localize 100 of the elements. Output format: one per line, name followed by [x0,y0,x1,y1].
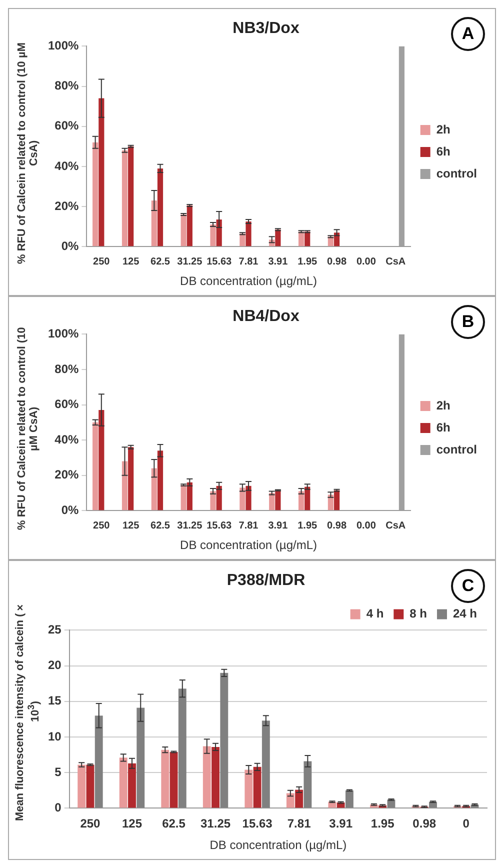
legend-label: 2h [436,122,450,136]
bar [275,490,281,510]
y-tick-label: 60% [54,118,80,133]
y-tick-label: 80% [54,78,80,93]
bar [304,486,310,510]
x-tick-label: 31.25 [177,520,203,532]
bar [136,708,145,808]
bar [387,800,396,808]
y-tick-label: 10 [48,729,62,744]
bar [304,761,312,808]
text: B [451,305,485,339]
x-tick-label: 3.91 [268,256,288,268]
x-tick-label: 3.91 [329,816,353,831]
bar [122,461,128,510]
bar [180,485,186,510]
x-tick-label: 62.5 [162,816,186,831]
x-tick-label: 7.81 [287,816,312,831]
x-tick-label: 0.00 [356,256,376,268]
y-tick-label: 20% [54,198,80,213]
bar [210,224,216,246]
bar [298,491,304,510]
x-axis-title: DB concentration (µg/mL) [210,838,347,852]
x-tick-label: 1.95 [298,520,318,532]
bar [295,790,304,808]
bar [78,764,86,808]
bar [244,770,253,808]
chart-title: NB4/Dox [232,308,300,326]
x-tick-label: 31.25 [200,816,231,831]
bar [128,447,134,510]
x-tick-label: 15.63 [206,256,232,268]
bar [92,142,98,246]
x-tick-label: 0.00 [356,520,376,532]
bar [128,146,134,246]
chart-title: P388/MDR [226,572,306,590]
bar [178,688,186,808]
x-tick-label: 15.63 [242,816,273,831]
bar [170,752,178,808]
bar [157,168,164,246]
bar [157,450,164,510]
y-tick-label: 40% [54,158,80,173]
y-tick-label: 20% [54,468,80,482]
bar [262,720,270,808]
y-tick-label: 0% [61,238,80,253]
bar [151,200,157,246]
y-tick-label: 80% [54,362,80,376]
x-tick-label: 62.5 [150,520,170,532]
x-tick-label: 0 [462,816,470,831]
legend-label: control [436,166,478,180]
bar [210,491,216,510]
x-tick-label: 62.5 [150,256,170,268]
y-tick-label: 20 [48,658,62,672]
y-tick-label: 25 [48,622,62,637]
x-tick-label: 125 [122,520,140,532]
bar [186,206,192,246]
x-axis-title: DB concentration (µg/mL) [180,538,317,552]
bar [334,490,340,510]
bar [304,232,310,246]
legend-label: 6h [436,420,450,434]
bar [186,482,192,510]
bar [298,232,304,246]
x-tick-label: 15.63 [206,520,232,532]
bar [216,486,222,510]
y-tick-label: 40% [54,432,80,446]
x-tick-label: 125 [122,816,142,831]
x-tick-label: 250 [80,816,101,831]
x-tick-label: 250 [93,256,110,268]
x-tick-label: 0.98 [327,256,347,268]
bar [180,214,186,246]
text: A [451,17,485,51]
bar [286,793,294,808]
y-tick-label: 5 [54,764,62,779]
bar [86,764,94,808]
bar [269,492,275,510]
bar [128,763,136,808]
x-tick-label: 7.81 [238,520,259,532]
bar [253,766,262,808]
y-tick-label: 100% [48,326,80,341]
bar [161,750,170,808]
y-tick-label: 0 [54,800,62,815]
bar [151,468,157,510]
x-tick-label: 125 [122,256,140,268]
x-tick-label: 7.81 [238,256,259,268]
y-axis-title: % RFU of Calcein related to control (10 µM CsA) [16,41,40,266]
legend-label: 4 h [366,606,384,621]
y-tick-label: 100% [48,38,80,53]
x-tick-label: 0.98 [412,816,436,831]
x-tick-label: 1.95 [370,816,395,831]
legend-label: 24 h [452,606,478,621]
bar [98,98,104,246]
bar [345,790,354,808]
bar [212,746,220,808]
bar [122,150,128,246]
legend-label: 2h [436,398,450,412]
chart-title: NB3/Dox [232,20,300,38]
x-tick-label: CsA [386,256,406,268]
bar [246,222,252,246]
x-tick-label: 250 [93,520,110,532]
bar [240,234,246,246]
bar [92,422,98,510]
y-axis-title: % RFU of Calcein related to control (10 µM CsA) [16,327,40,531]
